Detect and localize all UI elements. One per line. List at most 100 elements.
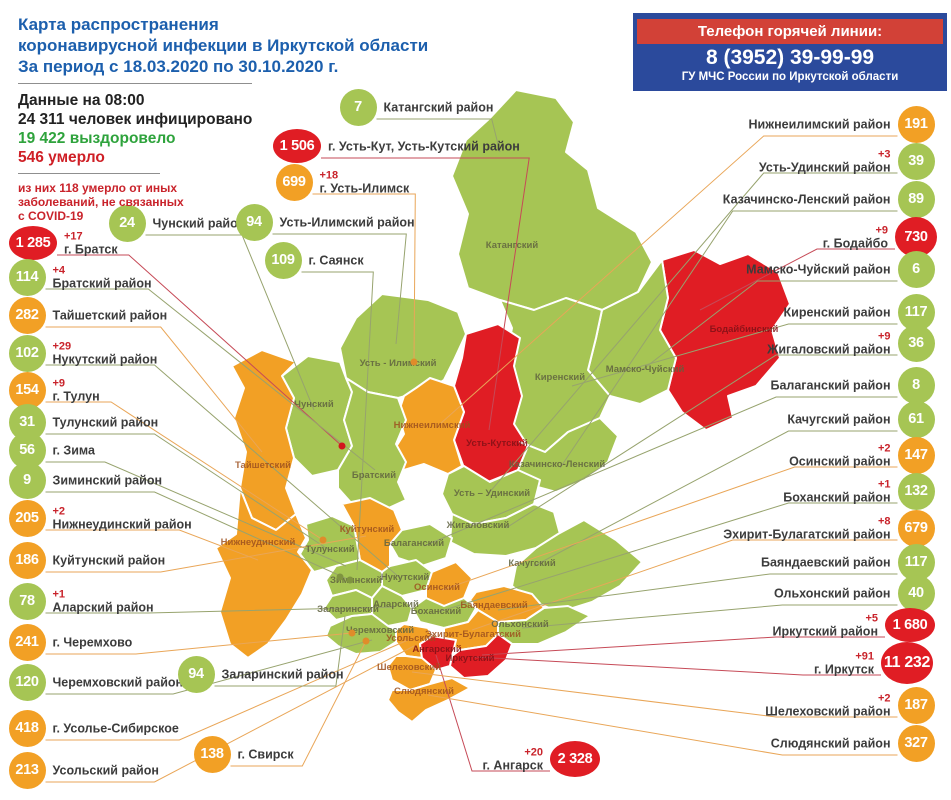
leader-line	[481, 636, 885, 656]
leader-line	[641, 280, 898, 371]
leader-line	[376, 118, 501, 153]
leader-line	[471, 539, 898, 631]
map-region-kazachinsko-lensky	[517, 417, 619, 493]
city-dot	[410, 358, 418, 366]
map-region-label: Мамско-Чуйский	[606, 364, 685, 375]
map-region-nizhneilimsky	[393, 377, 465, 475]
map-region-label: Усольский	[386, 633, 436, 644]
stat-died: 546 умерло	[18, 149, 105, 166]
map-region-bratsky	[337, 377, 407, 513]
stat-recovered: 19 422 выздоровело	[18, 130, 176, 147]
header-block: Карта распространения коронавирусной инф…	[18, 14, 428, 223]
leader-line	[45, 326, 263, 453]
map-region-irkutsky	[449, 633, 513, 679]
map-region-label: Бодайбинский	[710, 324, 779, 335]
map-region-label: Казачинско-Ленский	[509, 459, 605, 470]
map-region-label: Аларский	[373, 599, 419, 610]
leader-line	[439, 135, 898, 425]
leader-line	[473, 656, 881, 676]
hotline-header: Телефон горячей линии:	[637, 19, 943, 44]
map-region-angarsky	[419, 635, 457, 671]
leader-line	[45, 639, 373, 695]
map-region-label: Нижнеудинский	[221, 537, 296, 548]
page-title-line-1: Карта распространения	[18, 15, 219, 34]
map-region-label: Жигаловский	[446, 520, 510, 531]
map-region-label: Нукутский	[381, 572, 430, 583]
hotline-org: ГУ МЧС России по Иркутской области	[681, 71, 899, 83]
map-region-label: Шелеховский	[377, 662, 441, 673]
leader-line	[435, 654, 550, 772]
hotline-phone: 8 (3952) 39-99-99	[705, 46, 875, 69]
map-region-label: Усть - Илимский	[360, 358, 437, 369]
leader-line	[533, 430, 898, 567]
leader-line	[559, 210, 898, 469]
map-region-label: Баяндаевский	[460, 600, 527, 611]
map-region-balagansky	[389, 523, 453, 567]
leader-line	[45, 491, 355, 583]
city-dot	[319, 536, 327, 544]
map-region-bodaibinsky	[659, 249, 791, 431]
leader-line	[45, 401, 324, 541]
stat-infected: 24 311 человек инфицировано	[18, 111, 253, 128]
map-region-label: Эхирит-Булагатский	[425, 629, 521, 640]
map-region-slyudyansky	[387, 677, 471, 723]
map-region-label: Тайшетский	[235, 460, 291, 471]
map-region-label: Киренский	[535, 372, 585, 383]
stats-datetime: Данные на 08:00	[18, 92, 145, 109]
map-region-label: Заларинский	[317, 604, 379, 615]
map-region-label: Слюдянский	[394, 686, 454, 697]
leader-line	[497, 573, 898, 611]
leader-line	[45, 288, 376, 471]
leader-line	[45, 632, 353, 655]
hotline-box: Телефон горячей линии: 8 (3952) 39-99-99…	[633, 13, 947, 91]
map-region-nukutsky	[381, 559, 433, 597]
city-dot	[338, 442, 346, 450]
map-region-label: Зиминский	[330, 575, 382, 586]
leader-line	[45, 364, 401, 579]
stats-note-line-1: из них 118 умерло от иных	[18, 181, 178, 195]
map-region-label: Боханский	[411, 606, 462, 617]
leader-line	[230, 640, 367, 767]
map-region-label: Чунский	[294, 399, 334, 410]
map-region-label: Осинский	[414, 582, 460, 593]
leader-line	[312, 193, 416, 363]
leader-line	[427, 694, 898, 756]
page-title-line-2: коронавирусной инфекции в Иркутской обла…	[18, 36, 429, 55]
leader-line	[411, 671, 898, 718]
stats-note-line-3: с COVID-19	[18, 209, 84, 223]
leader-line	[45, 529, 259, 561]
map-region-label: Качугский	[508, 558, 555, 569]
leader-line	[437, 502, 898, 613]
map-region-label: Братский	[352, 470, 396, 481]
map-region-label: Куйтунский	[340, 524, 395, 535]
map-region-label: Катангский	[486, 240, 539, 251]
leader-line	[45, 639, 409, 741]
map-region-ust-ilimsky	[339, 293, 467, 399]
map-region-label: Усть-Кутский	[466, 438, 528, 449]
divider	[18, 173, 160, 174]
leader-line	[45, 461, 347, 567]
map-region-label: Усть – Удинский	[454, 488, 530, 499]
map-region-label: Иркутский	[445, 653, 494, 664]
leader-line	[441, 466, 898, 591]
leader-line	[301, 271, 374, 571]
page-title-line-3: За период с 18.03.2020 по 30.10.2020 г.	[18, 57, 339, 76]
map-region-label: Балаганский	[384, 538, 444, 549]
stats-note-line-2: заболеваний, не связанных	[18, 195, 184, 209]
leader-line	[423, 396, 898, 547]
leader-line	[571, 323, 898, 387]
divider	[18, 83, 252, 84]
map-region-label: Тулунский	[305, 544, 354, 555]
leader-line	[214, 615, 346, 687]
map-region-label: Ольхонский	[491, 619, 549, 630]
map-region-kachugsky	[511, 519, 643, 613]
leader-line	[45, 606, 395, 614]
leader-line	[45, 535, 367, 573]
leader-line	[45, 645, 415, 783]
hotline-title: Телефон горячей линии:	[697, 23, 883, 40]
map-region-label: Черемховский	[346, 625, 414, 636]
leader-line	[57, 254, 343, 447]
city-dot	[362, 637, 370, 645]
